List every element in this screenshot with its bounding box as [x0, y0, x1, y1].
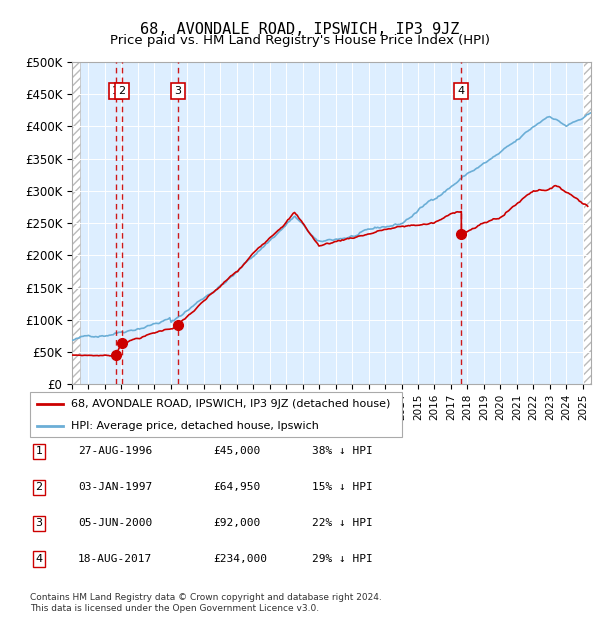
Text: 27-AUG-1996: 27-AUG-1996	[78, 446, 152, 456]
Text: £45,000: £45,000	[213, 446, 260, 456]
Text: 4: 4	[458, 86, 465, 96]
Text: 18-AUG-2017: 18-AUG-2017	[78, 554, 152, 564]
Text: 38% ↓ HPI: 38% ↓ HPI	[312, 446, 373, 456]
Text: HPI: Average price, detached house, Ipswich: HPI: Average price, detached house, Ipsw…	[71, 421, 319, 431]
Text: 22% ↓ HPI: 22% ↓ HPI	[312, 518, 373, 528]
Text: 05-JUN-2000: 05-JUN-2000	[78, 518, 152, 528]
Text: 1: 1	[35, 446, 43, 456]
Text: 29% ↓ HPI: 29% ↓ HPI	[312, 554, 373, 564]
Text: 2: 2	[118, 86, 125, 96]
Text: £92,000: £92,000	[213, 518, 260, 528]
Text: £234,000: £234,000	[213, 554, 267, 564]
Text: 2: 2	[35, 482, 43, 492]
Text: 03-JAN-1997: 03-JAN-1997	[78, 482, 152, 492]
Text: 68, AVONDALE ROAD, IPSWICH, IP3 9JZ: 68, AVONDALE ROAD, IPSWICH, IP3 9JZ	[140, 22, 460, 37]
Text: 1: 1	[112, 86, 119, 96]
Text: Contains HM Land Registry data © Crown copyright and database right 2024.
This d: Contains HM Land Registry data © Crown c…	[30, 593, 382, 613]
Text: 3: 3	[35, 518, 43, 528]
Text: Price paid vs. HM Land Registry's House Price Index (HPI): Price paid vs. HM Land Registry's House …	[110, 34, 490, 47]
Text: 68, AVONDALE ROAD, IPSWICH, IP3 9JZ (detached house): 68, AVONDALE ROAD, IPSWICH, IP3 9JZ (det…	[71, 399, 390, 409]
Text: 15% ↓ HPI: 15% ↓ HPI	[312, 482, 373, 492]
Text: £64,950: £64,950	[213, 482, 260, 492]
Text: 4: 4	[35, 554, 43, 564]
FancyBboxPatch shape	[30, 392, 402, 437]
Text: 3: 3	[175, 86, 181, 96]
